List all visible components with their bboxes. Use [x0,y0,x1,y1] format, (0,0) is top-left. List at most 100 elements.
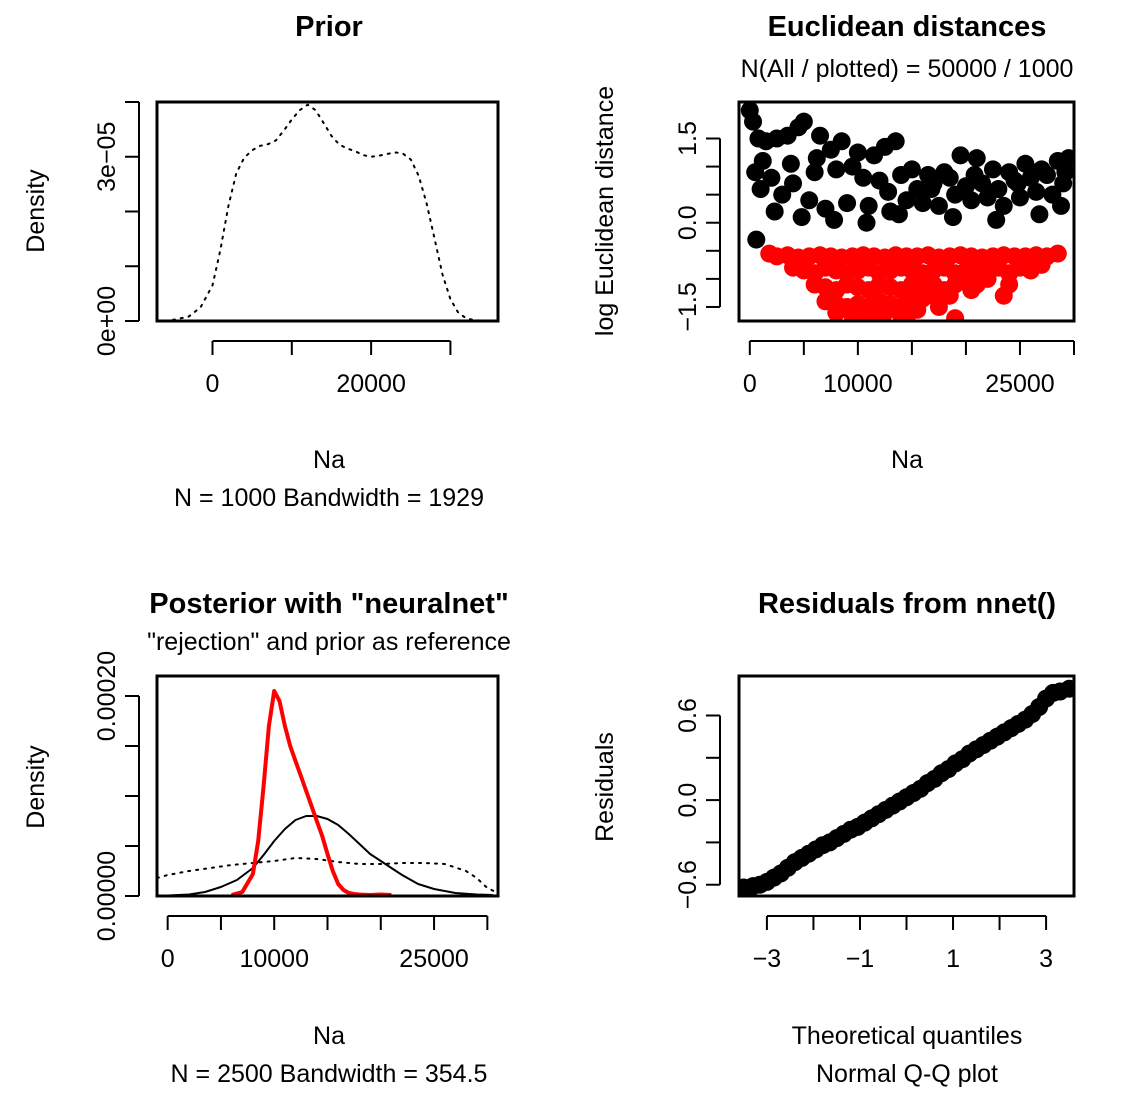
x-tick-label: 10000 [239,945,309,973]
panel-euclidean-marks [740,102,1074,321]
data-point [929,196,948,215]
y-tick-label: 0e+00 [93,286,121,356]
data-point [943,208,962,227]
data-point [908,180,927,199]
data-point [811,126,830,145]
x-tick-label: −3 [753,945,782,973]
x-tick-label: 3 [1039,945,1053,973]
y-tick-label: 0.6 [674,698,702,733]
data-point [859,196,878,215]
data-point [1048,244,1067,263]
data-point [889,205,908,224]
data-point [838,194,857,213]
panel-euclidean-xlabel: Na [891,446,923,474]
x-tick-label: 0 [206,370,220,398]
x-tick-label: 25000 [985,370,1055,398]
panel-posterior-box [155,674,500,898]
data-point [983,160,1002,179]
panel-residuals-caption: Normal Q-Q plot [816,1060,998,1088]
y-tick-label: 0.0 [674,783,702,818]
data-point [967,149,986,168]
y-tick-label: 0.0 [674,205,702,240]
data-point [1060,679,1074,698]
data-point [940,286,959,305]
data-point [773,185,792,204]
data-point [794,112,813,131]
data-point [951,146,970,165]
plot-area [739,679,1074,896]
data-point [854,168,873,187]
panel-residuals-ylabel: Residuals [591,732,619,842]
panel-residuals-marks [739,679,1074,896]
data-point [897,309,916,321]
data-point [962,281,981,300]
panel-posterior-xlabel: Na [313,1022,345,1050]
data-point [946,309,965,321]
data-point [962,191,981,210]
data-point [800,191,819,210]
panel-residuals-box [737,674,1076,898]
panel-posterior-title: Posterior with "neuralnet" [149,588,508,620]
panel-prior-x-ticks: 0 20000 [206,340,452,398]
data-point [940,168,959,187]
data-point [1016,154,1035,173]
x-tick-label: 1 [946,945,960,973]
y-tick-label: 1.5 [674,121,702,156]
x-tick-label: −1 [846,945,875,973]
data-point [751,180,770,199]
data-point [994,286,1013,305]
data-point [892,166,911,184]
data-point [825,210,844,229]
plot-area [740,102,1074,321]
panel-euclidean-ylabel: log Euclidean distance [591,86,619,336]
panel-prior-title: Prior [295,11,363,43]
panel-euclidean-box [737,100,1076,323]
data-point [762,168,781,187]
panel-residuals: Residuals from nnet() Residuals Theoreti… [591,588,1076,1088]
data-point [744,112,763,131]
panel-prior-y-ticks: 0e+00 3e−05 [93,101,140,356]
data-point [1010,188,1029,207]
data-point [781,154,800,173]
data-point [784,174,803,193]
data-point [1008,174,1027,193]
x-tick-label: 20000 [336,370,406,398]
panel-prior-box [155,100,500,323]
density-line-0 [171,103,484,321]
data-point [832,132,851,151]
panel-residuals-title: Residuals from nnet() [758,588,1056,620]
panel-prior-caption: N = 1000 Bandwidth = 1929 [174,484,484,512]
data-point [1032,255,1051,274]
panel-posterior-caption: N = 2500 Bandwidth = 354.5 [171,1060,488,1088]
data-point [978,269,997,288]
x-tick-label: 0 [743,370,757,398]
data-point [827,160,846,179]
panel-posterior-ylabel: Density [22,745,50,829]
panel-euclidean-x-ticks: 0 10000 25000 [743,340,1075,398]
data-point [886,132,905,151]
data-point [1037,166,1056,184]
data-point [870,310,889,321]
data-point [792,208,811,227]
panel-prior-ylabel: Density [22,169,50,253]
data-point [843,157,862,176]
data-point [747,230,766,249]
data-point [807,149,826,168]
density-line-1 [167,815,493,896]
data-point [989,180,1008,199]
data-point [922,180,941,199]
data-point [994,196,1013,215]
y-tick-label: −1.5 [674,282,702,331]
panel-residuals-y-ticks: −0.6 0.0 0.6 [674,698,721,909]
density-line-2 [231,689,392,896]
panel-euclidean-subtitle: N(All / plotted) = 50000 / 1000 [741,55,1074,83]
panel-prior: Prior Density Na N = 1000 Bandwidth = 19… [22,11,500,512]
data-point [1056,163,1074,182]
data-point [897,191,916,210]
x-tick-label: 25000 [399,945,469,973]
data-point [765,202,784,221]
x-tick-label: 10000 [823,370,893,398]
panel-prior-marks [157,103,498,321]
data-point [987,210,1006,229]
